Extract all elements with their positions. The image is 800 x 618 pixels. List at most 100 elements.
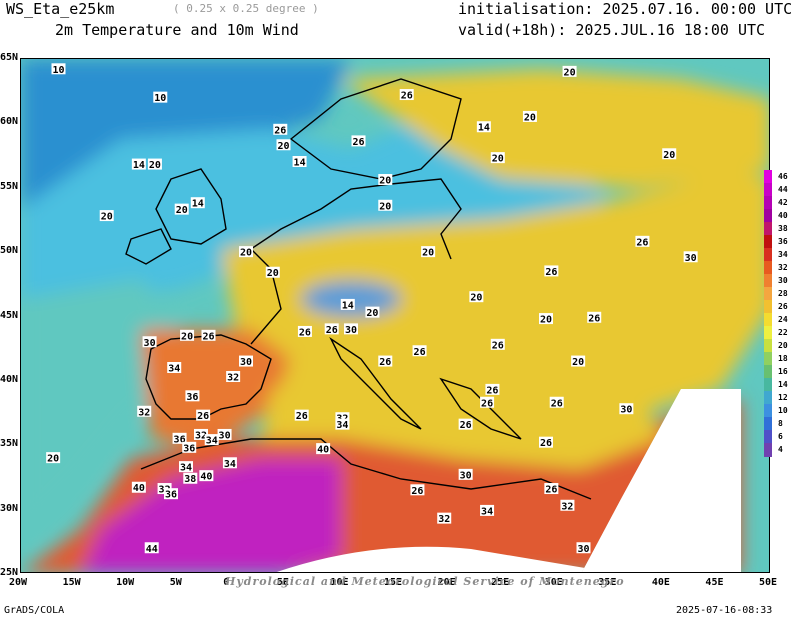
initialisation-time: initialisation: 2025.07.16. 00:00 UTC [458,0,793,18]
contour-label: 30 [144,338,156,349]
contour-label: 32 [195,430,207,441]
contour-label-bg [344,323,358,335]
contour-label: 20 [572,357,584,368]
contour-label-bg [480,396,495,408]
contour-label: 14 [192,199,204,210]
contour-label: 40 [133,483,145,494]
grid-resolution: ( 0.25 x 0.25 degree ) [173,2,319,15]
contour-label: 10 [154,93,166,104]
contour-label-bg [147,158,162,170]
contour-label: 14 [342,300,354,311]
colorbar-swatch [764,326,772,340]
region-north-sea [21,119,621,319]
colorbar-label: 14 [778,379,788,389]
temperature-map: 10 10 14 20 14 20 20 20 20 26 26 20 14 26 20 20 14 20 20 20… [20,58,770,573]
colorbar-swatch [764,417,772,431]
colorbar-label: 32 [778,262,788,272]
contour-label-bg [458,468,473,480]
contour-label: 32 [138,407,150,418]
contour-label: 26 [460,420,472,431]
contour-label: 32 [227,373,239,384]
colorbar-label: 34 [778,249,788,259]
service-credit: Hydrological and Meteorological Service … [225,575,625,588]
contour-label: 30 [577,544,589,555]
colorbar-swatch [764,339,772,353]
contour-label: 26 [401,91,413,102]
contour-label-bg [458,418,473,430]
contour-label: 34 [481,506,493,517]
y-tick-label: 40N [0,373,19,385]
contour-label: 26 [299,327,311,338]
contour-label-bg [172,432,187,444]
colorbar-label: 16 [778,366,788,376]
contour-label-bg [378,355,393,367]
outside-domain [582,389,741,572]
contour-label: 30 [685,253,697,264]
contour-label-bg [182,441,197,453]
contour-label-bg [560,499,575,511]
contour-label: 40 [317,445,329,456]
colorbar-swatch [764,404,772,418]
contour-label-bg [378,174,393,186]
x-tick-label: 50E [759,577,778,588]
contour-label-bg [351,135,366,147]
contour-label-bg [164,488,178,500]
contour-label-bg [490,338,505,350]
colorbar-swatch [764,196,772,210]
contour-label-bg [99,210,114,222]
contour-label: 20 [181,331,193,342]
contour-label: 26 [274,125,286,136]
contour-label: 26 [540,438,552,449]
contour-label-bg [180,329,195,341]
colorbar-label: 42 [778,197,788,207]
contour-label: 30 [460,470,472,481]
contour-label-bg [174,203,189,215]
contour-label: 38 [184,474,196,485]
generation-timestamp: 2025-07-16-08:33 [676,605,773,616]
contour-label: 26 [588,313,600,324]
contour-label: 20 [492,154,504,165]
contour-label-bg [485,383,500,395]
contour-label-bg [185,390,200,402]
contour-label-bg [662,148,677,160]
contour-label-bg [196,409,211,421]
colorbar-label: 38 [778,223,788,233]
contour-label: 20 [564,67,576,78]
x-tick-label: 30E [544,577,563,588]
contour-label-bg [273,123,288,135]
contour-label: 34 [224,459,236,470]
y-tick-label: 65N [0,52,19,63]
contour-label-bg [399,89,414,101]
x-tick-label: 20E [437,577,456,588]
contour-label: 14 [478,123,490,134]
contour-label: 36 [165,490,177,501]
contour-label-bg [239,246,253,258]
colorbar-label: 12 [778,392,788,402]
contour-label-bg [316,443,331,455]
contour-label-bg [469,291,484,303]
colorbar-swatch [764,235,772,249]
colorbar-label: 40 [778,210,788,220]
model-name: WS_Eta_e25km [6,0,115,18]
colorbar-label: 36 [778,236,788,246]
contour-label-bg [142,336,157,348]
contour-label: 20 [47,454,59,465]
contour-label-bg [522,110,537,122]
contour-label: 26 [326,325,338,336]
contour-label-bg [297,325,312,337]
colorbar [764,170,772,457]
x-tick-label: 15E [384,577,403,588]
colorbar-label: 44 [778,184,788,194]
contour-label-bg [217,428,232,440]
contour-label: 44 [146,544,158,555]
contour-label-bg [587,311,602,323]
y-tick-label: 35N [0,438,19,450]
contour-label-bg [335,412,350,424]
contour-label-bg [576,542,591,554]
contour-label-bg [137,405,152,417]
contour-label-bg [131,481,146,493]
contour-label-bg [562,65,577,77]
contour-label: 32 [561,501,573,512]
contour-label: 26 [492,340,504,351]
contour-label-bg [490,152,505,164]
